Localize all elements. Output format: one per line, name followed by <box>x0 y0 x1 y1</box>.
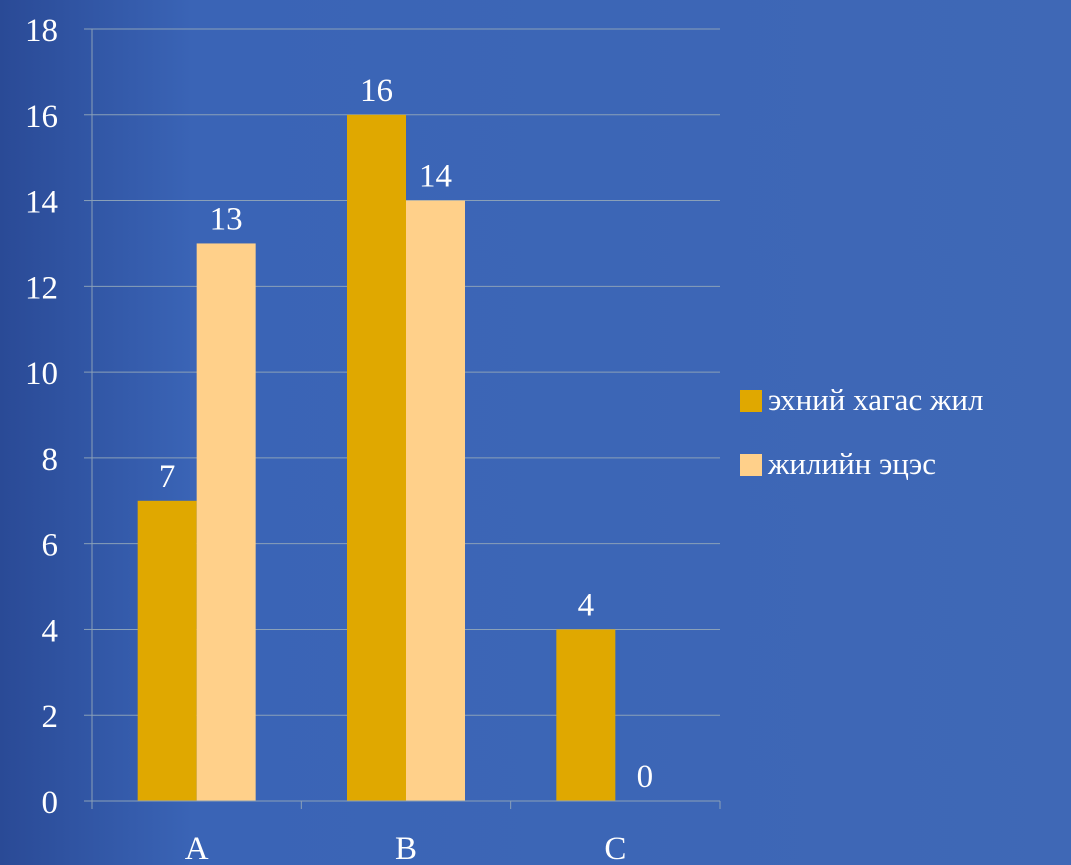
bar-value-label: 16 <box>360 73 393 109</box>
y-tick-label: 8 <box>42 442 59 478</box>
bar <box>347 114 406 802</box>
y-tick-label: 12 <box>25 270 58 306</box>
bar-value-label: 14 <box>419 159 452 195</box>
legend: эхний хагас жил жилийн эцэс <box>740 382 983 481</box>
bars <box>137 114 616 802</box>
legend-swatch <box>740 454 762 476</box>
legend-swatch <box>740 390 762 412</box>
y-tick-label: 0 <box>42 785 59 821</box>
bar-value-label: 4 <box>578 587 595 623</box>
bar <box>196 243 256 801</box>
bar-value-label: 13 <box>210 201 243 237</box>
legend-label: жилийн эцэс <box>767 446 936 481</box>
x-tick-label: B <box>395 831 417 865</box>
x-tick-label: A <box>185 831 209 865</box>
legend-label: эхний хагас жил <box>768 382 983 417</box>
y-tick-label: 14 <box>25 185 58 221</box>
y-tick-label: 16 <box>25 99 58 135</box>
bar-value-label: 7 <box>159 459 176 495</box>
x-tick-label: C <box>604 831 626 865</box>
axes: 0 2 4 6 8 10 12 14 16 18 A B C <box>25 13 721 865</box>
y-tick-label: 2 <box>42 699 59 735</box>
y-tick-label: 10 <box>25 356 58 392</box>
y-tick-label: 18 <box>25 13 58 49</box>
bar <box>556 629 616 801</box>
data-labels: 7 13 16 14 4 0 <box>159 73 653 795</box>
bar <box>406 200 465 802</box>
bar-value-label: 0 <box>637 759 654 795</box>
y-tick-label: 4 <box>42 613 59 649</box>
bar <box>137 500 197 801</box>
y-tick-label: 6 <box>42 528 59 564</box>
